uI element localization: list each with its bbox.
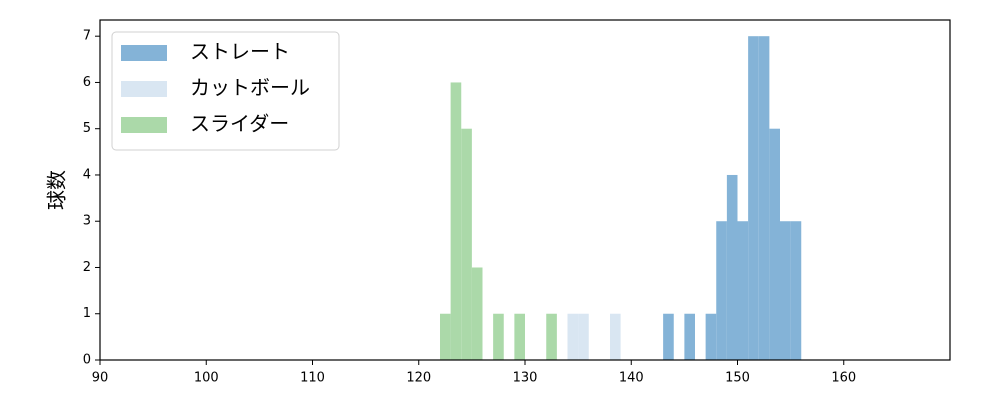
- bar: [610, 313, 621, 360]
- y-tick-label: 1: [83, 306, 91, 321]
- bar: [461, 128, 472, 360]
- bar: [758, 36, 770, 360]
- y-tick-label: 0: [83, 353, 91, 368]
- y-tick-label: 2: [83, 260, 91, 275]
- legend-box: [111, 31, 340, 151]
- bar: [684, 313, 695, 360]
- bar: [780, 221, 791, 360]
- bar: [748, 36, 759, 360]
- x-tick-label: 130: [513, 371, 538, 386]
- bar: [440, 313, 451, 360]
- bar: [578, 313, 589, 360]
- bar: [663, 313, 674, 360]
- bar: [493, 313, 504, 360]
- legend-label: ストレート: [190, 40, 290, 64]
- x-tick-label: 160: [831, 371, 856, 386]
- bar: [450, 82, 462, 361]
- bar: [790, 221, 802, 360]
- y-tick-label: 4: [83, 167, 91, 182]
- y-tick-label: 6: [83, 75, 91, 90]
- y-tick-label: 5: [83, 121, 91, 136]
- bar: [514, 313, 525, 360]
- y-axis-label: 球数: [45, 170, 69, 210]
- legend-swatch: [121, 45, 167, 61]
- legend-swatch: [121, 81, 167, 97]
- x-tick-label: 120: [406, 371, 431, 386]
- bar: [546, 313, 557, 360]
- y-tick-label: 7: [83, 29, 91, 44]
- bar: [471, 267, 483, 360]
- x-tick-label: 150: [725, 371, 750, 386]
- bar: [737, 221, 749, 360]
- y-tick-label: 3: [83, 214, 91, 229]
- x-tick-label: 90: [92, 371, 109, 386]
- bar: [769, 128, 780, 360]
- bar: [705, 313, 717, 360]
- legend-swatch: [121, 117, 167, 133]
- bar: [567, 313, 579, 360]
- bar: [726, 174, 738, 360]
- x-tick-label: 140: [619, 371, 644, 386]
- legend-label: カットボール: [190, 76, 310, 100]
- x-tick-label: 110: [300, 371, 325, 386]
- bar: [716, 221, 727, 360]
- x-tick-label: 100: [194, 371, 219, 386]
- legend-label: スライダー: [190, 112, 289, 136]
